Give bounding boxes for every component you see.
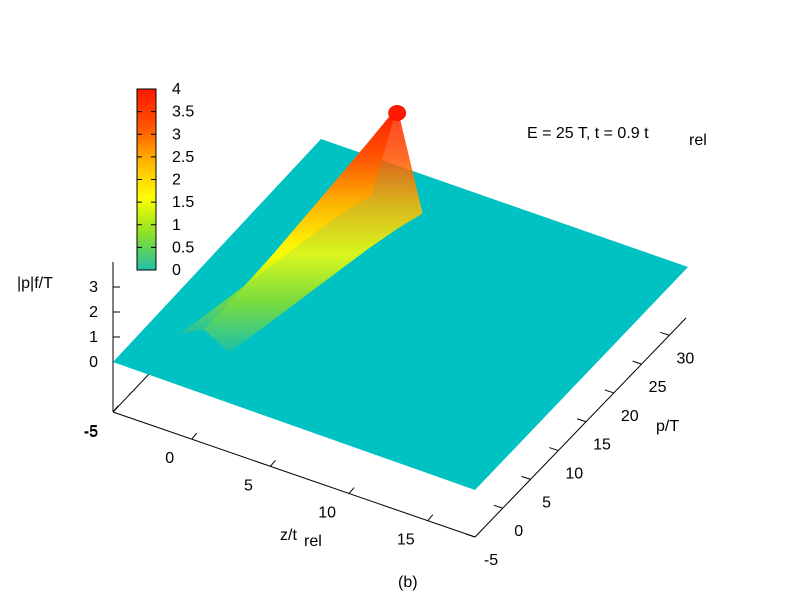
x-axis-label-sub: rel xyxy=(304,533,322,550)
colorbar-tick-label: 2 xyxy=(172,172,181,189)
y-tick xyxy=(632,360,642,365)
x-tick-label-start: -5 xyxy=(84,424,98,441)
colorbar-tick-label: 3.5 xyxy=(172,104,194,121)
y-tick-label: -5 xyxy=(484,552,498,569)
x-axis-line xyxy=(112,411,476,538)
x-tick-group: -5 0 5 10 15 xyxy=(84,405,434,549)
y-tick xyxy=(660,331,670,336)
colorbar-tick-label: 1.5 xyxy=(172,194,194,211)
z-tick-label: 2 xyxy=(89,304,98,321)
x-tick xyxy=(348,487,355,494)
y-tick xyxy=(604,389,614,394)
colorbar-tick-label: 1 xyxy=(172,217,181,234)
x-tick xyxy=(112,405,119,413)
y-tick-label: 15 xyxy=(593,437,611,454)
z-axis-label: |p|f/T xyxy=(17,275,53,292)
x-tick xyxy=(191,432,198,440)
y-tick xyxy=(493,504,503,509)
colorbar-tick-label: 2.5 xyxy=(172,149,194,166)
y-tick-label: 5 xyxy=(542,494,551,511)
colorbar-tick-label: 0 xyxy=(172,262,181,279)
x-tick-label: -5 xyxy=(84,423,98,440)
x-axis-label-main: z/t xyxy=(280,527,297,544)
y-tick xyxy=(521,475,531,480)
y-tick xyxy=(576,418,587,423)
x-tick-label: 10 xyxy=(318,505,336,522)
y-tick-label: 10 xyxy=(565,466,583,483)
z-tick-label: 3 xyxy=(89,279,98,296)
back-left-floor-line xyxy=(112,372,151,413)
z-tick-group: 0 1 2 3 -5 xyxy=(84,279,120,441)
x-tick-label: 0 xyxy=(165,450,174,467)
z-tick-label: 0 xyxy=(89,354,98,371)
y-axis-line xyxy=(474,317,687,538)
x-tick xyxy=(270,460,276,467)
annotation-main: E = 25 T, t = 0.9 t xyxy=(527,125,649,142)
y-tick xyxy=(549,447,559,452)
y-tick-label: 30 xyxy=(676,350,694,367)
x-tick-label: 5 xyxy=(244,477,253,494)
colorbar: 0 0.5 1 1.5 2 2.5 3 3.5 4 xyxy=(136,81,194,279)
y-tick-label: 0 xyxy=(514,523,523,540)
surface-plane xyxy=(113,139,688,490)
colorbar-tick-label: 4 xyxy=(172,81,181,98)
ridge-peak-cap xyxy=(388,105,407,122)
y-tick-label: 20 xyxy=(621,408,639,425)
peak-ridge xyxy=(178,105,423,353)
ridge-right-face xyxy=(203,107,423,353)
colorbar-tick-label: 0.5 xyxy=(172,239,194,256)
panel-label: (b) xyxy=(398,574,418,591)
colorbar-ticks: 0 0.5 1 1.5 2 2.5 3 3.5 4 xyxy=(137,81,194,279)
x-tick xyxy=(427,514,434,522)
y-axis-label: p/T xyxy=(656,418,679,435)
y-tick-label: 25 xyxy=(649,379,667,396)
z-tick-label: 1 xyxy=(89,329,98,346)
y-tick-group: -5 0 5 10 15 20 25 30 xyxy=(465,331,694,569)
annotation-sub: rel xyxy=(689,132,707,149)
colorbar-tick-label: 3 xyxy=(172,126,181,143)
y-tick xyxy=(465,533,476,538)
x-tick-label: 15 xyxy=(397,532,415,549)
